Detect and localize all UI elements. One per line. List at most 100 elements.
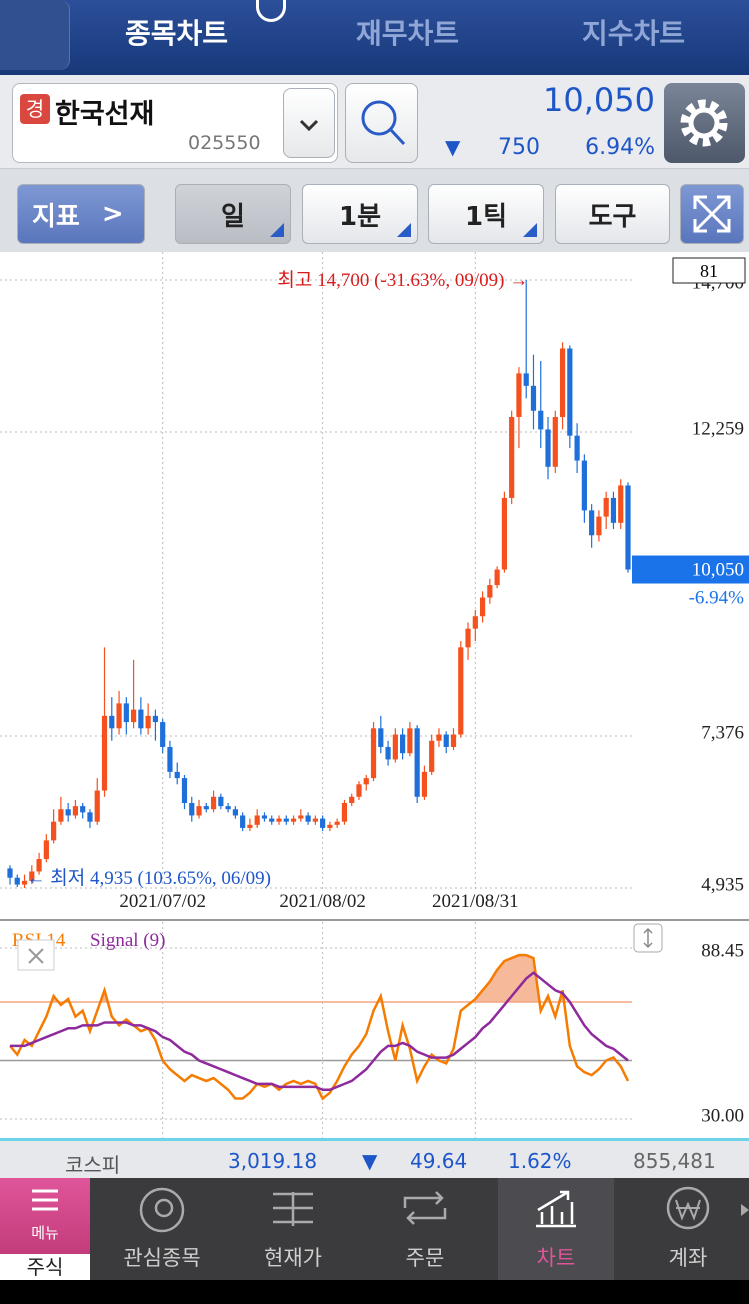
candle-body bbox=[349, 796, 355, 804]
candle-body bbox=[87, 812, 93, 822]
min-label: ← 최저 4,935 (103.65%, 06/09) bbox=[27, 867, 271, 889]
candle-body bbox=[80, 806, 86, 813]
label: 일 bbox=[221, 201, 245, 232]
indicator-line bbox=[10, 971, 629, 1091]
resize-icon bbox=[643, 927, 653, 949]
last-price-tag bbox=[632, 555, 749, 584]
market-value: 3,019.18 bbox=[228, 1149, 318, 1173]
market-pct: 1.62% bbox=[508, 1149, 572, 1173]
settings-button[interactable] bbox=[664, 83, 745, 163]
max-label: 최고 14,700 (-31.63%, 09/09) → bbox=[277, 269, 528, 291]
candle-body bbox=[174, 771, 180, 779]
close-box[interactable] bbox=[17, 939, 55, 971]
candle-body bbox=[574, 435, 580, 461]
y-tick-label: 88.45 bbox=[701, 940, 744, 961]
tab[interactable]: 지수차트 bbox=[582, 17, 686, 50]
stock-box[interactable]: 경 한국선재 025550 bbox=[12, 83, 338, 163]
candle-body bbox=[334, 821, 340, 825]
price: 10,050 bbox=[543, 81, 655, 119]
indicator-button[interactable]: 지표 > bbox=[17, 184, 145, 244]
candle-body bbox=[283, 818, 289, 822]
nav-item[interactable]: 주식 bbox=[0, 1254, 90, 1280]
candle-body bbox=[516, 373, 522, 417]
candle-body bbox=[589, 510, 595, 536]
stock-name: 한국선재 bbox=[55, 99, 155, 130]
nav-item[interactable]: 현재가 bbox=[228, 1178, 358, 1280]
nav-label: 관심종목 bbox=[123, 1246, 201, 1270]
tab[interactable]: 종목차트 bbox=[125, 17, 229, 50]
candle-body bbox=[189, 803, 195, 816]
nav-item[interactable]: 주문 bbox=[360, 1178, 490, 1280]
nav-icon bbox=[403, 1191, 447, 1225]
candle-body bbox=[152, 715, 159, 723]
candle-body bbox=[36, 859, 42, 872]
stock-panel: 경 한국선재 025550 10,050 ▼ 750 6.94% bbox=[0, 75, 749, 168]
candle-body bbox=[72, 806, 79, 816]
change-pct: 6.94% bbox=[585, 135, 655, 160]
candle-body bbox=[320, 818, 326, 828]
dropdown-button[interactable] bbox=[283, 88, 335, 158]
candle-body bbox=[618, 485, 624, 523]
search-icon bbox=[361, 100, 406, 146]
candle-body bbox=[494, 569, 500, 586]
legend-label: Signal (9) bbox=[90, 930, 165, 951]
candle-body bbox=[276, 818, 282, 822]
tab[interactable]: 재무차트 bbox=[356, 17, 460, 50]
candle-body bbox=[247, 824, 253, 828]
candle-body bbox=[465, 628, 471, 648]
candle-body bbox=[167, 746, 173, 772]
menu-button[interactable]: 메뉴 주식 bbox=[0, 1178, 90, 1280]
market-name: 코스피 bbox=[65, 1153, 121, 1177]
candle-body bbox=[21, 880, 28, 885]
back-button[interactable] bbox=[0, 0, 70, 70]
nav-item[interactable]: 관심종목 bbox=[97, 1178, 227, 1280]
tool-button[interactable]: 도구 bbox=[555, 184, 670, 244]
expand-button[interactable] bbox=[680, 184, 744, 244]
candle-body bbox=[290, 818, 297, 822]
menu-icon bbox=[32, 1189, 58, 1211]
x-tick-label: 2021/08/31 bbox=[432, 891, 519, 912]
nav-item[interactable]: 차트 bbox=[498, 1178, 614, 1280]
candle-body bbox=[443, 734, 449, 747]
x-tick-label: 2021/08/02 bbox=[279, 891, 366, 912]
candle-body bbox=[385, 746, 391, 760]
nav-icon bbox=[536, 1190, 576, 1228]
search-button[interactable] bbox=[345, 83, 418, 163]
last-change-label: -6.94% bbox=[689, 588, 745, 609]
candle-body bbox=[625, 485, 631, 570]
overbought-fill bbox=[10, 955, 628, 1002]
candle-body bbox=[501, 497, 507, 570]
candle-body bbox=[138, 709, 144, 729]
candle-body bbox=[530, 385, 537, 411]
candle-body bbox=[232, 809, 238, 816]
candle-body bbox=[552, 416, 558, 467]
minute-button[interactable]: 1분 bbox=[302, 184, 418, 244]
nav-icon bbox=[666, 1186, 749, 1230]
period-button[interactable]: 일 bbox=[175, 184, 291, 244]
candle-body bbox=[160, 722, 166, 747]
candle-body bbox=[581, 460, 587, 511]
y-tick-label: 12,259 bbox=[692, 418, 744, 439]
candle-body bbox=[421, 771, 428, 797]
market-volume: 855,481 bbox=[633, 1149, 716, 1173]
top-bar: 종목차트 재무차트 지수차트 bbox=[0, 0, 749, 75]
nav-item[interactable]: 계좌 bbox=[623, 1178, 749, 1280]
label: 1틱 bbox=[464, 201, 507, 232]
candle-body bbox=[472, 616, 478, 629]
candle-body bbox=[312, 818, 318, 822]
candle-body bbox=[356, 784, 362, 797]
chevron bbox=[299, 119, 319, 132]
market-bar: 코스피 3,019.18 ▼ 49.64 1.62% 855,481 bbox=[0, 1138, 749, 1178]
candle-body bbox=[327, 824, 333, 828]
toolbar: 지표 > 일 1분 1틱 도구 bbox=[0, 168, 749, 252]
menu-label: 메뉴 bbox=[31, 1224, 59, 1242]
bottom-nav: 메뉴 주식 관심종목 현재가 주문 차트 계좌 bbox=[0, 1178, 749, 1280]
candle-body bbox=[65, 809, 71, 816]
candle-body bbox=[378, 728, 384, 747]
chart-area: 2021/07/022021/08/022021/08/3114,70012,2… bbox=[0, 252, 749, 1138]
candle-body bbox=[509, 416, 515, 498]
tick-button[interactable]: 1틱 bbox=[428, 184, 544, 244]
nav-icon bbox=[273, 1192, 313, 1226]
label: 도구 bbox=[588, 201, 637, 232]
